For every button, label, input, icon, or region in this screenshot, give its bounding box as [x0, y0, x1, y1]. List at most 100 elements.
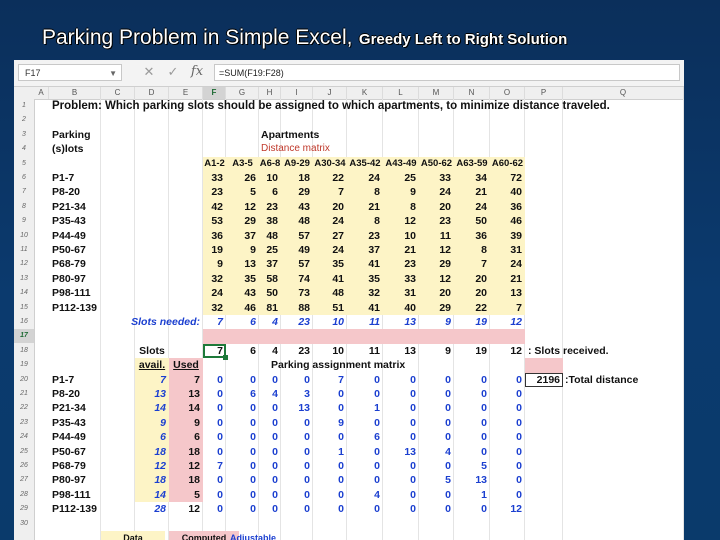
row-header-22[interactable]: 22 — [14, 401, 34, 415]
assignment-cell[interactable]: 3 — [281, 387, 313, 401]
slots-label[interactable]: (s)lots — [49, 142, 135, 156]
assignment-cell[interactable]: 0 — [259, 488, 281, 502]
row-header-27[interactable]: 27 — [14, 473, 34, 487]
assignment-cell[interactable]: 0 — [490, 373, 525, 387]
assignment-cell[interactable]: 0 — [490, 488, 525, 502]
distance-cell[interactable]: 25 — [383, 171, 419, 185]
row-header-23[interactable]: 23 — [14, 416, 34, 430]
apartments-label[interactable]: Apartments — [259, 128, 347, 142]
row-header-26[interactable]: 26 — [14, 459, 34, 473]
column-header-m[interactable]: M — [419, 87, 454, 99]
distance-cell[interactable]: 48 — [281, 214, 313, 228]
distance-cell[interactable]: 51 — [313, 301, 347, 315]
assignment-cell[interactable]: 0 — [419, 488, 454, 502]
row-header-20[interactable]: 20 — [14, 373, 34, 387]
slots-received-cell[interactable]: 6 — [226, 344, 259, 358]
slots-received-cell[interactable]: 13 — [383, 344, 419, 358]
assignment-cell[interactable]: 0 — [383, 373, 419, 387]
row-header-18[interactable]: 18 — [14, 344, 34, 358]
column-header-b[interactable]: B — [49, 87, 101, 99]
distance-cell[interactable]: 9 — [203, 257, 226, 271]
distance-cell[interactable]: 20 — [454, 272, 490, 286]
column-header-e[interactable]: E — [169, 87, 203, 99]
assignment-cell[interactable]: 0 — [383, 459, 419, 473]
distance-cell[interactable]: 10 — [383, 229, 419, 243]
distance-cell[interactable]: 58 — [259, 272, 281, 286]
cancel-icon[interactable]: ✕ — [140, 63, 158, 81]
assignment-cell[interactable]: 0 — [203, 373, 226, 387]
assignment-cell[interactable]: 0 — [226, 459, 259, 473]
distance-cell[interactable]: 41 — [347, 301, 383, 315]
row-header-3[interactable]: 3 — [14, 128, 34, 142]
assignment-cell[interactable]: 0 — [347, 459, 383, 473]
assignment-cell[interactable]: 13 — [454, 473, 490, 487]
distance-cell[interactable]: 22 — [313, 171, 347, 185]
distance-cell[interactable]: 24 — [490, 257, 525, 271]
distance-cell[interactable]: 37 — [259, 257, 281, 271]
assignment-cell[interactable]: 0 — [281, 430, 313, 444]
distance-cell[interactable]: 8 — [454, 243, 490, 257]
distance-cell[interactable]: 12 — [383, 214, 419, 228]
assignment-cell[interactable]: 0 — [454, 430, 490, 444]
apartment-header[interactable]: A63-59 — [454, 157, 490, 171]
distance-cell[interactable]: 36 — [203, 229, 226, 243]
assignment-cell[interactable]: 0 — [347, 445, 383, 459]
slots-received-label[interactable]: : Slots received. — [525, 344, 684, 358]
slots-avail-cell[interactable]: 9 — [135, 416, 169, 430]
distance-cell[interactable]: 40 — [490, 185, 525, 199]
used-cell[interactable]: 12 — [169, 459, 203, 473]
distance-cell[interactable]: 7 — [313, 185, 347, 199]
slot-name[interactable]: P98-111 — [49, 286, 135, 300]
distance-cell[interactable]: 46 — [490, 214, 525, 228]
assignment-cell[interactable]: 0 — [383, 488, 419, 502]
assignment-cell[interactable]: 0 — [226, 445, 259, 459]
distance-cell[interactable]: 36 — [490, 200, 525, 214]
assignment-cell[interactable]: 0 — [347, 502, 383, 516]
distance-cell[interactable]: 33 — [203, 171, 226, 185]
distance-cell[interactable]: 23 — [347, 229, 383, 243]
distance-cell[interactable]: 31 — [383, 286, 419, 300]
row-header-4[interactable]: 4 — [14, 142, 34, 156]
check-icon[interactable]: ✓ — [164, 63, 182, 81]
slots-avail-label-1[interactable]: Slots — [135, 344, 169, 358]
slot-name[interactable]: P112-139 — [49, 502, 135, 516]
slot-name[interactable]: P112-139 — [49, 301, 135, 315]
slots-needed-cell[interactable]: 12 — [490, 315, 525, 329]
assignment-cell[interactable]: 0 — [281, 488, 313, 502]
slots-avail-cell[interactable]: 14 — [135, 488, 169, 502]
slots-needed-cell[interactable]: 4 — [259, 315, 281, 329]
distance-cell[interactable]: 43 — [226, 286, 259, 300]
assignment-cell[interactable]: 0 — [313, 473, 347, 487]
slot-name[interactable]: P80-97 — [49, 272, 135, 286]
column-header-o[interactable]: O — [490, 87, 525, 99]
name-box[interactable]: F17 ▼ — [18, 64, 122, 81]
distance-cell[interactable]: 41 — [347, 257, 383, 271]
assignment-cell[interactable]: 0 — [383, 401, 419, 415]
assignment-cell[interactable]: 0 — [259, 430, 281, 444]
row-header-12[interactable]: 12 — [14, 257, 34, 271]
distance-cell[interactable]: 34 — [454, 171, 490, 185]
assignment-cell[interactable]: 0 — [419, 502, 454, 516]
distance-cell[interactable]: 25 — [259, 243, 281, 257]
assignment-cell[interactable]: 0 — [454, 416, 490, 430]
assignment-cell[interactable]: 0 — [454, 445, 490, 459]
chevron-down-icon[interactable]: ▼ — [109, 65, 117, 82]
assignment-cell[interactable]: 0 — [281, 473, 313, 487]
slot-name[interactable]: P1-7 — [49, 373, 135, 387]
distance-cell[interactable]: 24 — [203, 286, 226, 300]
distance-cell[interactable]: 57 — [281, 257, 313, 271]
row-header-2[interactable]: 2 — [14, 113, 34, 127]
assignment-cell[interactable]: 0 — [454, 401, 490, 415]
slot-name[interactable]: P1-7 — [49, 171, 135, 185]
distance-cell[interactable]: 43 — [281, 200, 313, 214]
distance-cell[interactable]: 46 — [226, 301, 259, 315]
assignment-cell[interactable]: 0 — [203, 473, 226, 487]
assignment-cell[interactable]: 0 — [313, 387, 347, 401]
problem-statement[interactable]: Problem: Which parking slots should be a… — [49, 99, 684, 113]
distance-cell[interactable]: 24 — [454, 200, 490, 214]
distance-cell[interactable]: 74 — [281, 272, 313, 286]
assignment-cell[interactable]: 0 — [281, 502, 313, 516]
distance-cell[interactable]: 23 — [259, 200, 281, 214]
slot-name[interactable]: P98-111 — [49, 488, 135, 502]
distance-cell[interactable]: 26 — [226, 171, 259, 185]
